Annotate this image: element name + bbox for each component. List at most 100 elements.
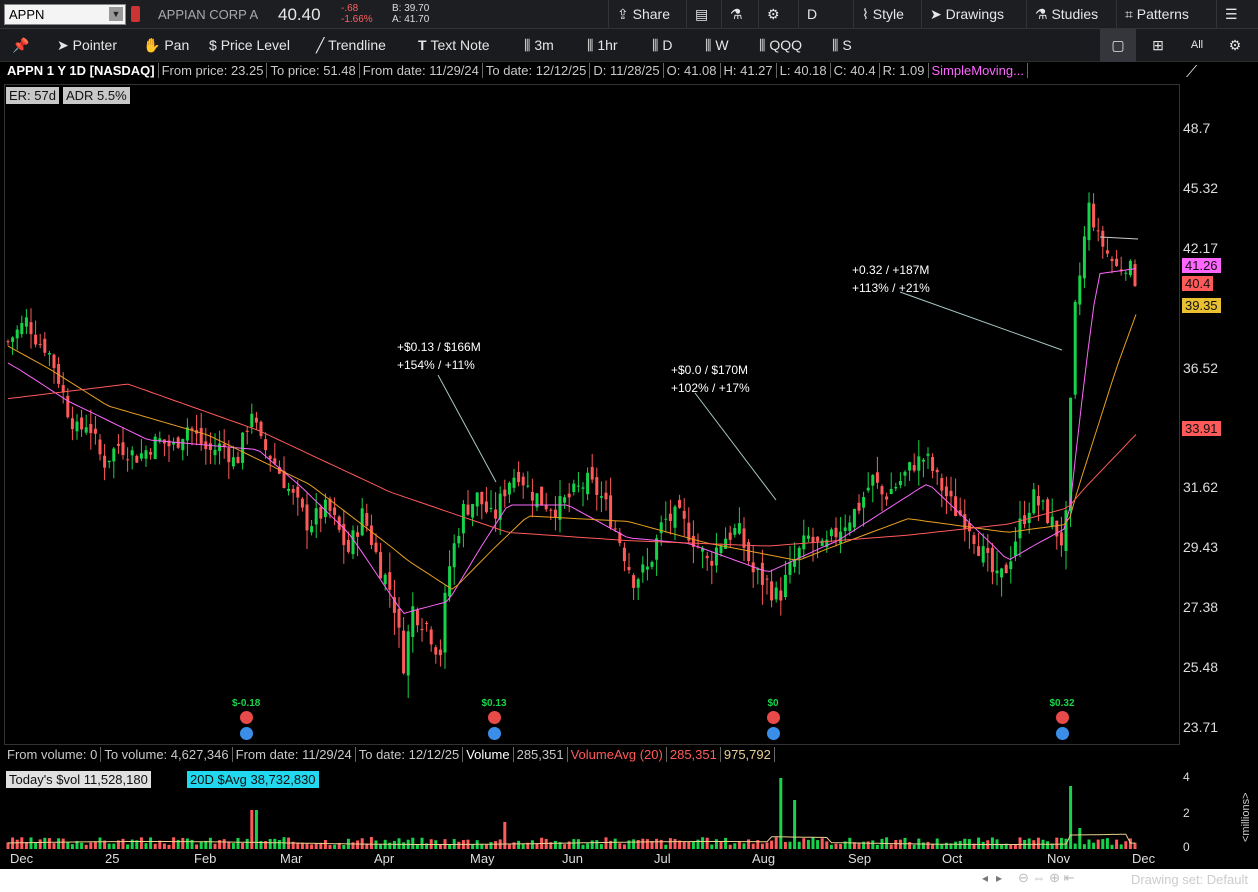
chevron-down-icon[interactable]: ▼ <box>109 7 123 21</box>
study-label[interactable]: SimpleMoving... <box>928 63 1028 78</box>
flask-button[interactable]: ⚗ <box>721 0 767 29</box>
month-label: Sep <box>848 851 872 866</box>
annotation-text[interactable]: +0.32 / +187M <box>852 263 930 277</box>
annotation-text[interactable]: +102% / +17% <box>671 381 750 395</box>
studies-button[interactable]: ⚗ Studies <box>1026 0 1125 29</box>
scroll-right-icon[interactable]: ▸ <box>996 871 1003 885</box>
volume-bar <box>898 839 902 849</box>
timeframe-1hr[interactable]: ⫼ 1hr <box>587 29 618 62</box>
earnings-icon[interactable] <box>767 711 780 724</box>
volume-bar <box>38 839 42 849</box>
timeframe-3m-label: 3m <box>534 37 554 53</box>
volume-bar <box>949 843 953 849</box>
volume-bar <box>1023 839 1027 849</box>
volume-bar <box>558 842 562 849</box>
earnings-icon[interactable] <box>488 711 501 724</box>
flag-icon[interactable] <box>131 6 140 22</box>
volume-bar <box>84 844 88 849</box>
trendline-tool[interactable]: ╱ Trendline <box>316 29 386 62</box>
volume-bar <box>130 839 134 849</box>
volume-bar <box>66 842 70 849</box>
share-icon: ⇪ <box>617 6 633 22</box>
volume-bar <box>834 843 838 849</box>
news-button[interactable]: ▤ <box>686 0 730 29</box>
compare-s[interactable]: ⫼ S <box>832 29 852 62</box>
volume-bar <box>627 840 631 849</box>
scroll-left-icon[interactable]: ◂ <box>982 871 989 885</box>
volume-bar <box>397 838 401 849</box>
volume-axis-tick: 0 <box>1183 840 1190 854</box>
pin-button[interactable]: 📌 <box>4 29 38 62</box>
dividend-icon[interactable] <box>488 727 501 740</box>
price-tag: 33.91 <box>1182 421 1221 436</box>
price-pane[interactable] <box>4 84 1180 745</box>
timeframe-3m[interactable]: ⫼ 3m <box>524 29 554 62</box>
share-button[interactable]: ⇪ Share <box>608 0 695 29</box>
timeframe-w-label: W <box>715 37 729 53</box>
volume-bar <box>931 843 935 849</box>
timeframe-w[interactable]: ⫼ W <box>705 29 729 62</box>
flask-icon: ⚗ <box>730 6 743 22</box>
volume-bar <box>530 840 534 849</box>
timeframe-d[interactable]: ⫼ D <box>652 29 672 62</box>
volume-bar <box>609 840 613 849</box>
style-button[interactable]: ⌇ Style <box>853 0 930 29</box>
volume-bar <box>268 839 272 849</box>
chart-settings-button[interactable]: ⚙ <box>1220 29 1250 62</box>
aggregation-button[interactable]: D <box>798 0 852 29</box>
volume-bar <box>742 843 746 849</box>
volume-bar <box>1009 844 1013 849</box>
pan-tool[interactable]: ✋ Pan <box>143 29 189 62</box>
volume-bar <box>471 844 475 849</box>
volume-axis-tick: 4 <box>1183 770 1190 784</box>
volume-bar <box>411 837 415 849</box>
zoom-icons[interactable]: ⊖ ⇔ ⊕ ⇤ <box>1018 870 1075 885</box>
volume-bar <box>852 842 856 849</box>
timeframe-d-label: D <box>662 37 673 53</box>
volume-bar <box>52 843 56 849</box>
volume-bar <box>779 778 783 849</box>
price-tag: 41.26 <box>1182 258 1221 273</box>
dividend-icon[interactable] <box>240 727 253 740</box>
price-axis-tick: 42.17 <box>1183 240 1219 256</box>
patterns-label: Patterns <box>1136 6 1189 22</box>
grid-layout-button[interactable]: ⊞ <box>1140 29 1176 62</box>
volume-bar <box>811 837 815 849</box>
volume-bar <box>645 839 649 849</box>
annotation-text[interactable]: +$0.0 / $170M <box>671 363 749 377</box>
drawings-button[interactable]: ➤ Drawings <box>921 0 1035 29</box>
volume-bar <box>581 844 585 849</box>
patterns-button[interactable]: ⌗ Patterns <box>1116 0 1225 29</box>
gear-icon: ⚙ <box>767 6 780 22</box>
annotation-text[interactable]: +154% / +11% <box>397 358 475 372</box>
volume-bar <box>443 839 447 849</box>
price-level-tool[interactable]: $ Price Level <box>209 29 290 62</box>
study-icon[interactable]: ⟋ <box>1186 64 1198 81</box>
symbol-input[interactable]: APPN ▼ <box>4 4 126 25</box>
volume-bar <box>29 837 33 849</box>
earnings-icon[interactable] <box>1056 711 1069 724</box>
dividend-icon[interactable] <box>1056 727 1069 740</box>
earnings-icon[interactable] <box>240 711 253 724</box>
price-axis-tick: 31.62 <box>1183 479 1219 495</box>
candle-icon: ⫼ <box>759 37 770 53</box>
volume-bar <box>61 838 65 849</box>
volume-bar <box>480 843 484 849</box>
all-button[interactable]: All <box>1182 29 1212 62</box>
dividend-icon[interactable] <box>767 727 780 740</box>
volume-bar <box>333 844 337 849</box>
drawing-set-label[interactable]: Drawing set: Default <box>1130 872 1248 887</box>
volume-bar <box>659 839 663 849</box>
volume-bar <box>420 837 424 849</box>
menu-button[interactable]: ☰ <box>1216 0 1258 29</box>
compare-qqq[interactable]: ⫼ QQQ <box>759 29 802 62</box>
annotation-text[interactable]: +$0.13 / $166M <box>397 340 481 354</box>
volume-bar <box>337 842 341 849</box>
pointer-tool[interactable]: ➤ Pointer <box>57 29 117 62</box>
annotation-text[interactable]: +113% / +21% <box>852 281 930 295</box>
text-note-tool[interactable]: T Text Note <box>418 29 490 62</box>
settings-button[interactable]: ⚙ <box>758 0 807 29</box>
volume-bar <box>917 838 921 849</box>
single-layout-button[interactable]: ▢ <box>1100 29 1136 62</box>
volume-bar <box>535 843 539 849</box>
